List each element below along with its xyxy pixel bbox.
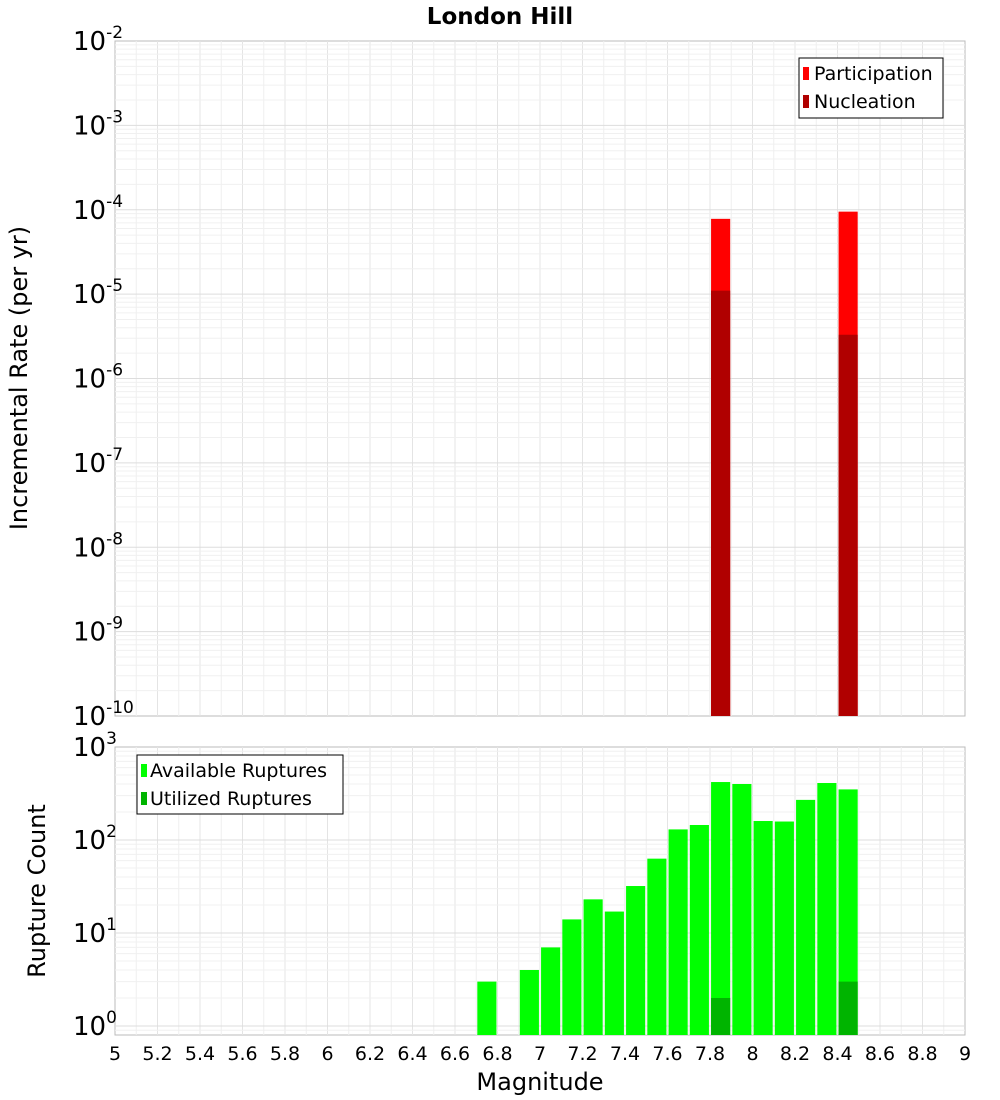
legend-swatch-participation <box>803 67 809 80</box>
top-y-axis: 10-2 10-3 10-4 10-5 10-6 10-7 10-8 10-9 10-10 <box>73 23 134 732</box>
bottom-y-tick-label: 102 <box>73 822 117 856</box>
bottom-bar-available-ruptures <box>477 981 497 1035</box>
bottom-bar-available-ruptures <box>711 782 731 1035</box>
x-tick-label: 7 <box>534 1043 546 1065</box>
bottom-y-tick-label: 100 <box>73 1008 117 1042</box>
x-tick-label: 6.4 <box>397 1043 427 1065</box>
top-grid <box>115 41 965 716</box>
bottom-bar-available-ruptures <box>689 824 709 1035</box>
top-y-tick-label: 10-9 <box>73 614 123 648</box>
bottom-y-axis-label: Rupture Count <box>23 804 51 978</box>
top-legend-box <box>798 57 944 119</box>
legend-swatch-nucleation <box>803 95 809 108</box>
bottom-panel: 103 102 101 100 Rupture Count Available Rup… <box>23 729 966 1042</box>
bottom-bar-available-ruptures <box>796 799 816 1035</box>
bottom-bar-available-ruptures <box>583 899 603 1035</box>
bottom-bar-available-ruptures <box>774 821 794 1035</box>
x-tick-label: 8.2 <box>780 1043 810 1065</box>
x-tick-label: 7.2 <box>567 1043 597 1065</box>
x-tick-label: 5.8 <box>270 1043 300 1065</box>
x-tick-label: 7.4 <box>610 1043 640 1065</box>
top-y-tick-label: 10-8 <box>73 529 123 563</box>
x-tick-label: 6 <box>321 1043 333 1065</box>
bottom-bar-utilized-ruptures <box>711 997 731 1035</box>
top-bars <box>711 211 858 716</box>
legend-label-nucleation: Nucleation <box>814 91 916 113</box>
legend-label-participation: Participation <box>814 63 933 85</box>
top-y-tick-label: 10-6 <box>73 361 123 395</box>
x-axis-label: Magnitude <box>476 1068 603 1096</box>
bottom-bar-available-ruptures <box>562 919 582 1035</box>
top-y-tick-label: 10-3 <box>73 107 123 141</box>
x-tick-label: 8.6 <box>865 1043 895 1065</box>
bottom-bar-available-ruptures <box>838 789 858 1035</box>
bottom-bar-available-ruptures <box>626 886 646 1035</box>
bottom-bars <box>477 782 858 1035</box>
x-tick-label: 6.8 <box>482 1043 512 1065</box>
x-tick-label: 5.6 <box>227 1043 257 1065</box>
bottom-bar-available-ruptures <box>817 783 837 1035</box>
x-tick-label: 6.2 <box>355 1043 385 1065</box>
x-tick-label: 5.4 <box>185 1043 215 1065</box>
bottom-bar-available-ruptures <box>732 784 752 1035</box>
top-y-tick-label: 10-7 <box>73 445 123 479</box>
top-y-tick-label: 10-2 <box>73 23 123 57</box>
legend-swatch-utilized <box>141 792 147 805</box>
bottom-y-axis: 103 102 101 100 <box>73 729 117 1042</box>
top-y-tick-label: 10-4 <box>73 192 123 226</box>
x-tick-label: 7.6 <box>652 1043 682 1065</box>
x-axis: 5 5.2 5.4 5.6 5.8 6 6.2 6.4 6.6 6.8 7 7.2 7.4 7.6 7.8 8… <box>109 1043 971 1065</box>
x-tick-label: 5.2 <box>142 1043 172 1065</box>
x-tick-label: 9 <box>959 1043 971 1065</box>
x-tick-label: 5 <box>109 1043 121 1065</box>
x-tick-label: 7.8 <box>695 1043 725 1065</box>
bottom-bar-available-ruptures <box>519 969 539 1035</box>
x-tick-label: 6.6 <box>440 1043 470 1065</box>
top-y-tick-label: 10-10 <box>73 698 134 732</box>
bottom-legend: Available Ruptures Utilized Ruptures <box>136 754 344 815</box>
x-tick-label: 8.8 <box>907 1043 937 1065</box>
top-bar-nucleation <box>711 290 731 716</box>
legend-label-utilized: Utilized Ruptures <box>150 788 312 810</box>
legend-label-available: Available Ruptures <box>150 760 327 782</box>
top-bar-nucleation <box>838 334 858 716</box>
bottom-y-tick-label: 103 <box>73 729 117 763</box>
top-y-axis-label: Incremental Rate (per yr) <box>5 226 33 530</box>
bottom-bar-available-ruptures <box>753 821 773 1035</box>
top-panel: 10-2 10-3 10-4 10-5 10-6 10-7 10-8 10-9 10-10 In… <box>5 23 966 732</box>
bottom-bar-available-ruptures <box>668 829 688 1035</box>
bottom-legend-box <box>136 754 344 815</box>
bottom-bar-available-ruptures <box>541 947 561 1035</box>
x-tick-label: 8.4 <box>822 1043 852 1065</box>
top-y-tick-label: 10-5 <box>73 276 123 310</box>
bottom-bar-available-ruptures <box>647 858 667 1035</box>
top-legend: Participation Nucleation <box>798 57 944 119</box>
chart-title: London Hill <box>427 4 573 30</box>
bottom-bar-utilized-ruptures <box>838 981 858 1035</box>
bottom-y-tick-label: 101 <box>73 915 117 949</box>
bottom-bar-available-ruptures <box>604 911 624 1035</box>
x-tick-label: 8 <box>746 1043 758 1065</box>
legend-swatch-available <box>141 764 147 777</box>
